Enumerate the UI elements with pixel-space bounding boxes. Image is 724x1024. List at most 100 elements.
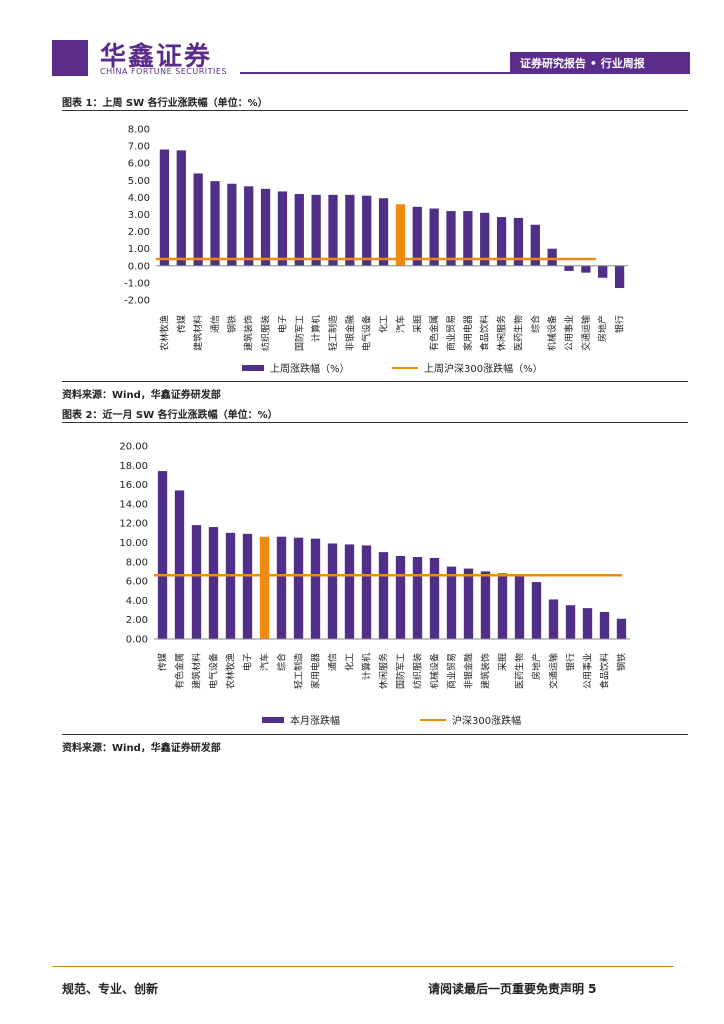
- bar: [429, 208, 439, 266]
- bar: [362, 195, 372, 266]
- bar: [564, 265, 574, 271]
- figure2-top-rule: [62, 422, 688, 423]
- bar: [176, 150, 186, 266]
- x-tick-label: 家用电器: [462, 315, 474, 351]
- bar: [530, 224, 540, 266]
- y-tick-label: 8.00: [126, 557, 148, 568]
- footer-rule: [52, 966, 674, 967]
- x-tick-label: 商业贸易: [445, 315, 457, 351]
- y-tick-label: 6.00: [126, 577, 148, 588]
- x-tick-label: 建筑装饰: [480, 653, 492, 689]
- bar: [327, 543, 338, 639]
- x-tick-label: 房地产: [597, 315, 609, 342]
- x-tick-label: 综合: [276, 653, 288, 671]
- bar: [193, 173, 203, 266]
- x-tick-label: 电子: [276, 315, 288, 333]
- bar: [496, 217, 507, 266]
- bar: [548, 599, 559, 639]
- x-tick-label: 银行: [614, 315, 626, 333]
- x-tick-label: 通信: [327, 653, 339, 671]
- x-tick-label: 建筑装饰: [243, 315, 255, 351]
- bar: [531, 582, 542, 639]
- bar: [361, 545, 372, 639]
- x-tick-label: 传媒: [157, 653, 169, 671]
- x-tick-label: 建筑材料: [192, 315, 204, 351]
- x-tick-label: 国防军工: [293, 315, 305, 351]
- bar: [412, 556, 423, 639]
- x-tick-label: 非银金融: [344, 315, 356, 351]
- header-rule: [240, 72, 674, 74]
- x-tick-label: 交通运输: [580, 315, 592, 351]
- x-tick-label: 国防军工: [395, 653, 407, 689]
- header-band: [510, 52, 690, 74]
- bar: [581, 265, 591, 273]
- footer-disclaimer: 请阅读最后一页重要免责声明 5: [428, 982, 597, 996]
- figure2-caption: 图表 2：近一月 SW 各行业涨跌幅（单位：%）: [62, 410, 278, 421]
- x-tick-label: 食品饮料: [599, 653, 611, 689]
- y-tick-label: 18.00: [119, 461, 148, 472]
- y-tick-label: 8.00: [128, 125, 150, 136]
- y-tick-label: 10.00: [119, 538, 148, 549]
- bar: [311, 194, 321, 266]
- x-tick-label: 综合: [529, 315, 541, 333]
- x-tick-label: 钢铁: [226, 315, 238, 333]
- y-tick-label: 0.00: [128, 261, 150, 272]
- x-tick-label: 轻工制造: [327, 315, 339, 351]
- x-tick-label: 有色金属: [174, 653, 186, 689]
- y-tick-label: 14.00: [119, 499, 148, 510]
- x-tick-label: 公用事业: [563, 315, 575, 351]
- x-tick-label: 交通运输: [548, 653, 560, 689]
- x-tick-label: 农林牧渔: [158, 315, 170, 351]
- y-tick-label: 2.00: [126, 615, 148, 626]
- x-tick-label: 汽车: [394, 315, 406, 333]
- bar-highlight: [395, 204, 406, 266]
- bar: [208, 527, 219, 639]
- bar: [244, 186, 254, 266]
- legend-bar-label: 上周涨跌幅（%）: [270, 362, 350, 375]
- legend-line-label: 沪深300涨跌幅: [452, 714, 521, 727]
- x-tick-label: 电气设备: [208, 653, 220, 689]
- figure1-source: 资料来源：Wind，华鑫证券研发部: [62, 390, 221, 401]
- x-tick-label: 食品饮料: [479, 315, 491, 351]
- bar: [210, 181, 220, 266]
- x-tick-label: 休闲服务: [378, 653, 390, 689]
- bar: [480, 212, 490, 266]
- bar: [157, 471, 168, 639]
- legend-bar-swatch: [262, 717, 284, 723]
- chart2: 20.00 18.00 16.00 14.00 12.00 10.00 8.00 6.00 4.…: [119, 442, 630, 727]
- y-tick-label: 20.00: [119, 442, 148, 453]
- legend-bar-label: 本月涨跌幅: [290, 714, 340, 727]
- bar: [344, 544, 355, 639]
- bar: [277, 191, 288, 266]
- logo-subtitle: CHINA FORTUNE SECURITIES: [100, 67, 228, 76]
- bar: [395, 556, 406, 639]
- figure2-bottom-rule: [62, 734, 688, 735]
- x-tick-label: 有色金属: [428, 315, 440, 351]
- x-tick-label: 农林牧渔: [225, 653, 237, 689]
- x-tick-label: 机械设备: [546, 315, 558, 351]
- figure1-top-rule: [62, 110, 688, 111]
- bar: [191, 525, 202, 639]
- x-tick-label: 轻工制造: [293, 653, 305, 689]
- x-tick-label: 传媒: [175, 315, 187, 333]
- bar: [497, 573, 508, 639]
- bar: [480, 571, 491, 639]
- bar: [378, 198, 389, 266]
- bar: [345, 194, 355, 266]
- logo-mark-icon: [52, 40, 88, 76]
- x-tick-label: 化工: [378, 315, 390, 333]
- x-tick-label: 采掘: [497, 653, 509, 671]
- bar: [598, 265, 608, 278]
- y-tick-label: 4.00: [128, 193, 150, 204]
- x-tick-label: 钢铁: [616, 653, 628, 671]
- x-tick-label: 电子: [242, 653, 254, 671]
- bar: [293, 537, 304, 639]
- logo-title: 华鑫证券: [100, 42, 213, 72]
- bar: [328, 194, 338, 266]
- bar: [599, 611, 610, 639]
- x-tick-label: 房地产: [531, 653, 543, 680]
- figure1-caption: 图表 1：上周 SW 各行业涨跌幅（单位：%）: [62, 98, 268, 109]
- x-tick-label: 采掘: [411, 315, 423, 333]
- bar: [547, 248, 557, 266]
- bar: [310, 538, 321, 639]
